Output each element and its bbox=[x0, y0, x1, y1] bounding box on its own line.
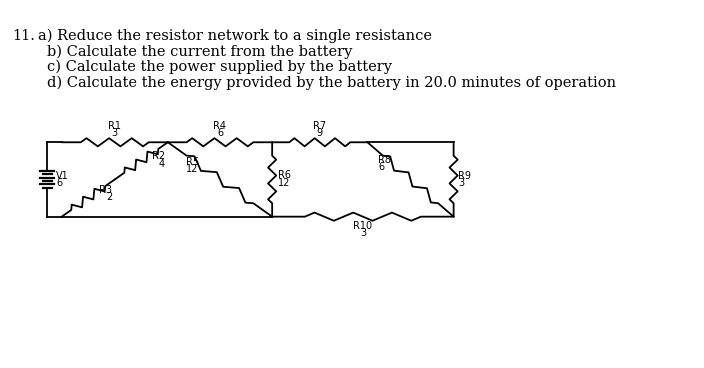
Text: R8: R8 bbox=[378, 155, 391, 165]
Text: 6: 6 bbox=[217, 128, 223, 138]
Text: R3: R3 bbox=[99, 185, 112, 195]
Text: V1: V1 bbox=[56, 171, 69, 181]
Text: b) Calculate the current from the battery: b) Calculate the current from the batter… bbox=[47, 44, 353, 59]
Text: 2: 2 bbox=[106, 192, 112, 202]
Text: R5: R5 bbox=[186, 157, 199, 167]
Text: R1: R1 bbox=[108, 121, 121, 131]
Text: 3: 3 bbox=[112, 128, 118, 138]
Text: 11.: 11. bbox=[13, 29, 36, 43]
Text: R4: R4 bbox=[213, 121, 227, 131]
Text: R7: R7 bbox=[313, 121, 327, 131]
Text: R9: R9 bbox=[458, 171, 471, 181]
Text: 4: 4 bbox=[159, 159, 165, 169]
Text: 6: 6 bbox=[56, 178, 63, 188]
Text: 12: 12 bbox=[277, 178, 290, 188]
Text: 6: 6 bbox=[378, 162, 384, 172]
Text: 3: 3 bbox=[360, 229, 366, 238]
Text: a) Reduce the resistor network to a single resistance: a) Reduce the resistor network to a sing… bbox=[38, 29, 432, 43]
Text: 12: 12 bbox=[186, 164, 199, 174]
Text: d) Calculate the energy provided by the battery in 20.0 minutes of operation: d) Calculate the energy provided by the … bbox=[47, 75, 616, 89]
Text: c) Calculate the power supplied by the battery: c) Calculate the power supplied by the b… bbox=[47, 60, 392, 74]
Text: R6: R6 bbox=[277, 170, 291, 180]
Text: R10: R10 bbox=[353, 221, 372, 231]
Text: 9: 9 bbox=[317, 128, 323, 138]
Text: R2: R2 bbox=[152, 151, 165, 161]
Text: 3: 3 bbox=[458, 178, 464, 188]
